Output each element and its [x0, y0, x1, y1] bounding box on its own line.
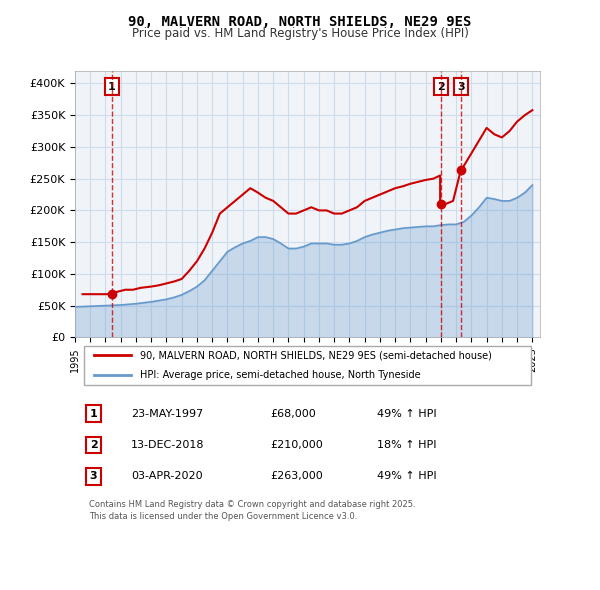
Text: £263,000: £263,000: [270, 471, 323, 481]
Text: 03-APR-2020: 03-APR-2020: [131, 471, 202, 481]
Text: 3: 3: [90, 471, 97, 481]
FancyBboxPatch shape: [84, 346, 531, 385]
Text: Price paid vs. HM Land Registry's House Price Index (HPI): Price paid vs. HM Land Registry's House …: [131, 27, 469, 40]
Text: 90, MALVERN ROAD, NORTH SHIELDS, NE29 9ES (semi-detached house): 90, MALVERN ROAD, NORTH SHIELDS, NE29 9E…: [140, 350, 492, 360]
Text: Contains HM Land Registry data © Crown copyright and database right 2025.
This d: Contains HM Land Registry data © Crown c…: [89, 500, 416, 521]
Text: 2: 2: [437, 82, 445, 92]
Text: 1: 1: [108, 82, 116, 92]
Text: 13-DEC-2018: 13-DEC-2018: [131, 440, 204, 450]
Text: HPI: Average price, semi-detached house, North Tyneside: HPI: Average price, semi-detached house,…: [140, 370, 421, 380]
Text: 49% ↑ HPI: 49% ↑ HPI: [377, 409, 437, 419]
Text: 90, MALVERN ROAD, NORTH SHIELDS, NE29 9ES: 90, MALVERN ROAD, NORTH SHIELDS, NE29 9E…: [128, 15, 472, 29]
Text: 18% ↑ HPI: 18% ↑ HPI: [377, 440, 437, 450]
Text: 49% ↑ HPI: 49% ↑ HPI: [377, 471, 437, 481]
Text: 2: 2: [90, 440, 97, 450]
Text: 3: 3: [457, 82, 465, 92]
Text: £210,000: £210,000: [270, 440, 323, 450]
Text: 1: 1: [90, 409, 97, 419]
Text: 23-MAY-1997: 23-MAY-1997: [131, 409, 203, 419]
Text: £68,000: £68,000: [270, 409, 316, 419]
